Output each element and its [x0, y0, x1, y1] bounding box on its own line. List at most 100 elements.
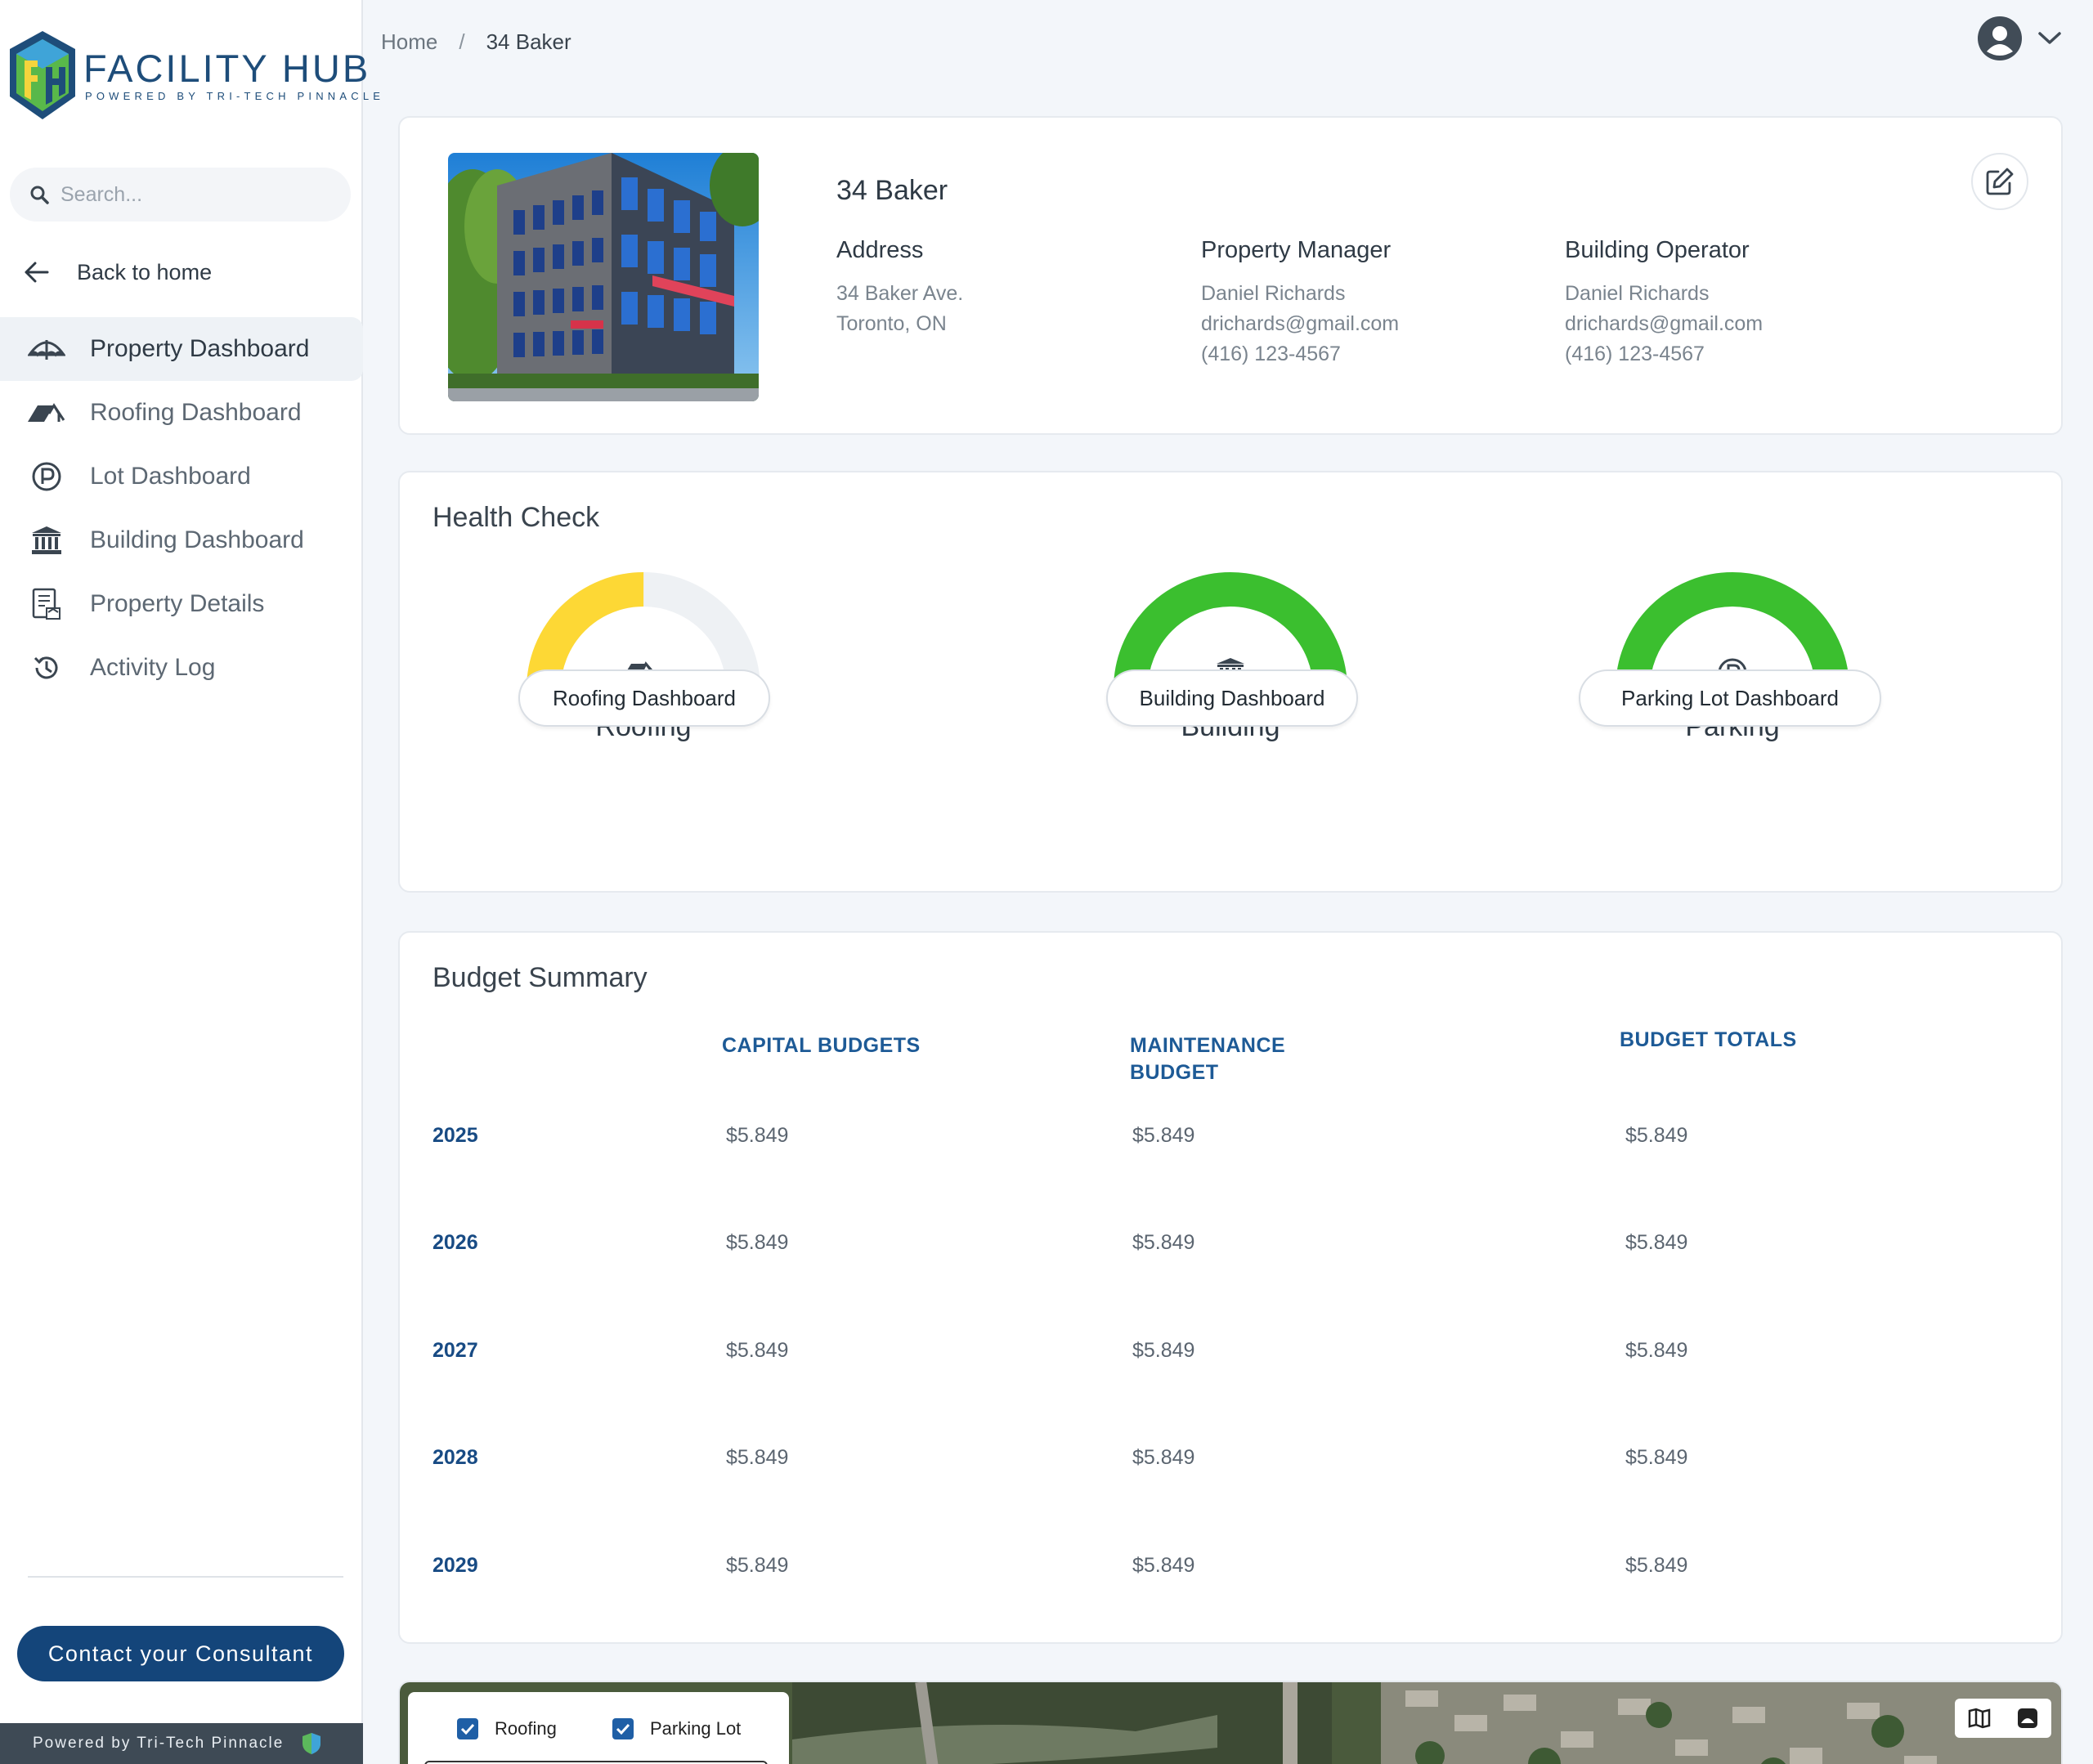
- breadcrumb-home-link[interactable]: Home: [381, 29, 438, 54]
- budget-total-value: $5.849: [1625, 1446, 1688, 1469]
- document-icon: [26, 584, 67, 625]
- sidebar-item-building-dashboard[interactable]: Building Dashboard: [0, 508, 363, 572]
- sidebar: FACILITY HUB POWERED BY TRI-TECH PINNACL…: [0, 0, 380, 1764]
- capital-budget-value: $5.849: [726, 1554, 789, 1577]
- budget-totals-header: BUDGET TOTALS: [1620, 1028, 1797, 1051]
- sidebar-item-label: Building Dashboard: [90, 526, 304, 553]
- logo-mark-icon: [10, 31, 75, 119]
- contact-consultant-button[interactable]: Contact your Consultant: [17, 1626, 344, 1681]
- budget-total-value: $5.849: [1625, 1554, 1688, 1577]
- back-to-home-link[interactable]: Back to home: [25, 252, 352, 293]
- budget-year: 2026: [432, 1231, 478, 1254]
- chevron-down-icon: [2038, 32, 2061, 44]
- building-operator-phone[interactable]: (416) 123-4567: [1565, 343, 1705, 365]
- powered-by-footer: Powered by Tri-Tech Pinnacle: [0, 1723, 363, 1764]
- building-icon: [26, 520, 67, 561]
- sidebar-item-label: Activity Log: [90, 654, 216, 681]
- edit-property-button[interactable]: [1971, 153, 2028, 210]
- map-tools: [1955, 1699, 2051, 1738]
- capital-budget-value: $5.849: [726, 1339, 789, 1362]
- building-operator-email[interactable]: drichards@gmail.com: [1565, 312, 1764, 335]
- property-card: 34 Baker Address 34 Baker Ave. Toronto, …: [398, 116, 2063, 435]
- budget-year: 2025: [432, 1124, 478, 1147]
- sidebar-divider: [28, 1576, 343, 1578]
- property-manager-email[interactable]: drichards@gmail.com: [1201, 312, 1400, 335]
- maintenance-header-line-2: BUDGET: [1130, 1061, 1219, 1084]
- maintenance-budget-value: $5.849: [1132, 1339, 1195, 1362]
- address-line-1: 34 Baker Ave.: [836, 282, 964, 305]
- budget-total-value: $5.849: [1625, 1124, 1688, 1147]
- umbrella-icon: [26, 329, 67, 369]
- parking-lot-dashboard-button[interactable]: Parking Lot Dashboard: [1579, 669, 1881, 727]
- breadcrumb: Home / 34 Baker: [381, 29, 571, 55]
- parking-lot-layer-label: Parking Lot: [650, 1718, 742, 1739]
- table-row: 2028 $5.849 $5.849 $5.849: [400, 1446, 2061, 1479]
- property-manager-label: Property Manager: [1201, 237, 1392, 263]
- avatar-icon: [1978, 16, 2022, 60]
- checkbox-checked-icon: [457, 1718, 478, 1739]
- property-name: 34 Baker: [836, 175, 948, 206]
- building-operator-label: Building Operator: [1565, 237, 1750, 263]
- budget-year: 2029: [432, 1554, 478, 1577]
- table-row: 2027 $5.849 $5.849 $5.849: [400, 1339, 2061, 1372]
- sidebar-item-lot-dashboard[interactable]: Lot Dashboard: [0, 445, 363, 508]
- property-map[interactable]: Roofing Parking Lot: [398, 1681, 2063, 1764]
- parking-lot-layer-checkbox[interactable]: Parking Lot: [612, 1718, 741, 1739]
- roofing-dashboard-button[interactable]: Roofing Dashboard: [518, 669, 770, 727]
- capital-budget-value: $5.849: [726, 1124, 789, 1147]
- capital-budget-value: $5.849: [726, 1446, 789, 1469]
- maintenance-budget-value: $5.849: [1132, 1124, 1195, 1147]
- search-box: [10, 168, 351, 222]
- arrow-left-icon: [25, 262, 49, 283]
- search-input[interactable]: [61, 177, 330, 212]
- powered-by-text: Powered by Tri-Tech Pinnacle: [33, 1735, 285, 1752]
- logo-title: FACILITY HUB: [83, 47, 371, 90]
- sidebar-item-property-dashboard[interactable]: Property Dashboard: [0, 317, 363, 381]
- sidebar-item-roofing-dashboard[interactable]: Roofing Dashboard: [0, 381, 363, 445]
- checkbox-checked-icon: [612, 1718, 634, 1739]
- user-menu[interactable]: [1977, 15, 2067, 62]
- address-block: Address 34 Baker Ave. Toronto, ON: [836, 237, 963, 339]
- logo-subtitle: POWERED BY TRI-TECH PINNACLE: [85, 90, 385, 102]
- table-row: 2025 $5.849 $5.849 $5.849: [400, 1124, 2061, 1157]
- shield-logo-icon: [303, 1733, 321, 1754]
- health-check-card: Health Check Roofing Roofing Dashboard: [398, 471, 2063, 893]
- address-line-2: Toronto, ON: [836, 312, 947, 335]
- edit-icon: [1986, 168, 2014, 195]
- property-manager-phone[interactable]: (416) 123-4567: [1201, 343, 1341, 365]
- building-operator-name: Daniel Richards: [1565, 282, 1710, 305]
- roof-icon: [26, 392, 67, 433]
- building-dashboard-button[interactable]: Building Dashboard: [1106, 669, 1358, 727]
- roofing-layer-label: Roofing: [495, 1718, 557, 1739]
- property-manager-block: Property Manager Daniel Richards drichar…: [1201, 237, 1399, 369]
- sidebar-item-property-details[interactable]: Property Details: [0, 572, 363, 636]
- sidebar-item-label: Property Details: [90, 590, 265, 617]
- maintenance-budget-header: MAINTENANCE BUDGET: [1130, 1032, 1285, 1086]
- breadcrumb-current: 34 Baker: [486, 29, 571, 54]
- sidebar-item-label: Lot Dashboard: [90, 463, 251, 490]
- parking-icon: [26, 456, 67, 497]
- budget-summary-title: Budget Summary: [432, 962, 648, 993]
- property-manager-name: Daniel Richards: [1201, 282, 1346, 305]
- capital-budgets-header: CAPITAL BUDGETS: [722, 1034, 921, 1057]
- sidebar-item-activity-log[interactable]: Activity Log: [0, 636, 363, 700]
- back-label: Back to home: [77, 259, 213, 284]
- sidebar-item-label: Property Dashboard: [90, 335, 310, 362]
- budget-year: 2028: [432, 1446, 478, 1469]
- satellite-view-icon[interactable]: [2016, 1707, 2039, 1730]
- maintenance-budget-value: $5.849: [1132, 1446, 1195, 1469]
- budget-summary-card: Budget Summary CAPITAL BUDGETS MAINTENAN…: [398, 931, 2063, 1644]
- health-check-title: Health Check: [432, 502, 600, 533]
- capital-budget-value: $5.849: [726, 1231, 789, 1254]
- map-view-icon[interactable]: [1968, 1708, 1991, 1729]
- budget-year: 2027: [432, 1339, 478, 1362]
- facility-hub-logo[interactable]: FACILITY HUB POWERED BY TRI-TECH PINNACL…: [5, 28, 380, 124]
- roofing-layer-checkbox[interactable]: Roofing: [457, 1718, 557, 1739]
- map-search-input[interactable]: [424, 1761, 768, 1764]
- search-icon: [30, 186, 49, 204]
- budget-total-value: $5.849: [1625, 1231, 1688, 1254]
- address-label: Address: [836, 237, 924, 263]
- maintenance-budget-value: $5.849: [1132, 1231, 1195, 1254]
- table-row: 2029 $5.849 $5.849 $5.849: [400, 1554, 2061, 1587]
- breadcrumb-separator: /: [459, 29, 465, 54]
